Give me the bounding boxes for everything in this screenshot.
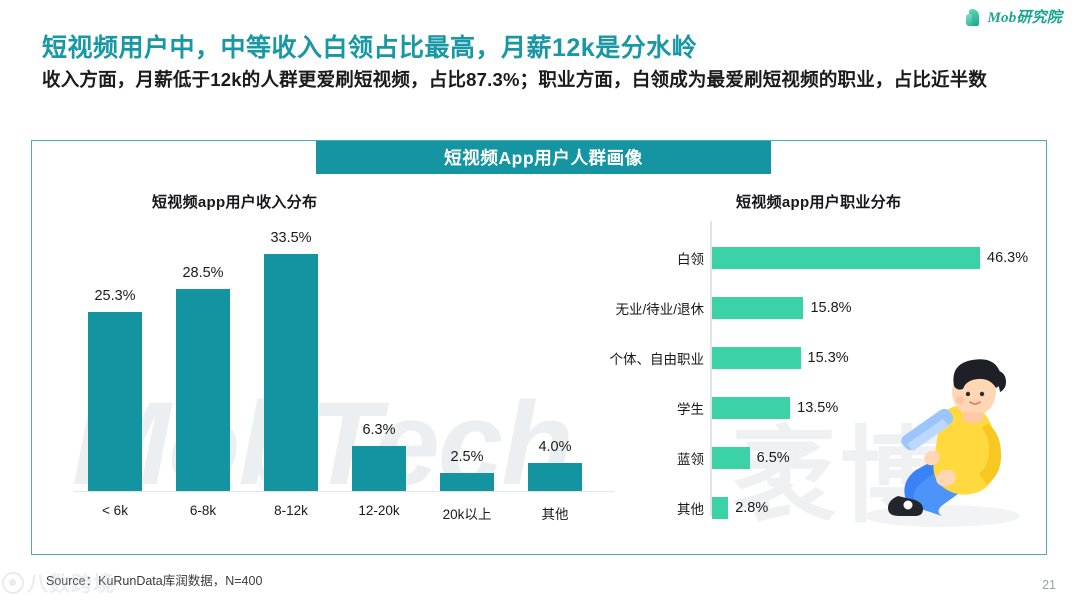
income-bar bbox=[88, 311, 142, 491]
income-bar-value: 33.5% bbox=[270, 229, 312, 246]
occupation-axis-label: 其他 bbox=[677, 502, 704, 517]
page-subtitle: 收入方面，月薪低于12k的人群更爱刷短视频，占比87.3%；职业方面，白领成为最… bbox=[42, 69, 988, 90]
income-bar bbox=[528, 462, 582, 491]
occupation-bar-value: 6.5% bbox=[756, 450, 790, 466]
occupation-bar bbox=[712, 247, 980, 269]
occupation-axis-label: 学生 bbox=[677, 402, 704, 417]
occupation-bar-value: 46.3% bbox=[987, 250, 1029, 266]
person-with-tablet-illustration bbox=[864, 359, 1020, 527]
mob-leaf-icon bbox=[966, 7, 982, 27]
income-bar bbox=[264, 253, 318, 491]
card-banner: 短视频App用户人群画像 bbox=[316, 141, 771, 174]
occupation-bar-value: 13.5% bbox=[797, 400, 839, 416]
page-title: 短视频用户中，中等收入白领占比最高，月薪12k是分水岭 bbox=[42, 34, 698, 62]
income-bar bbox=[352, 446, 406, 491]
occupation-bar-group: 白领 46.3% bbox=[644, 247, 1044, 269]
income-chart: 短视频app用户收入分布 25.3% < 6k 28.5% 6-8k 33.5% 8-12… bbox=[46, 191, 646, 543]
occupation-bar bbox=[712, 297, 804, 319]
watermark-logo-icon bbox=[2, 572, 24, 594]
occupation-bar-group: 学生 13.5% bbox=[644, 397, 1044, 419]
income-bar bbox=[176, 289, 230, 491]
income-bar-value: 6.3% bbox=[362, 422, 396, 439]
occupation-chart-axis bbox=[710, 221, 712, 516]
watermark-corner: 八数跨境 bbox=[2, 568, 115, 598]
income-chart-axis bbox=[74, 491, 614, 492]
brand-logo: Mob研究院 bbox=[966, 6, 1062, 27]
occupation-chart-title: 短视频app用户职业分布 bbox=[736, 194, 902, 211]
watermark-corner-label: 八数跨境 bbox=[27, 573, 115, 596]
income-chart-title: 短视频app用户收入分布 bbox=[152, 194, 318, 211]
income-axis-label: 其他 bbox=[541, 507, 569, 522]
occupation-bar bbox=[712, 347, 801, 369]
page-number: 21 bbox=[1042, 578, 1056, 592]
occupation-bar-value: 2.8% bbox=[735, 500, 769, 516]
income-bar-value: 4.0% bbox=[538, 438, 572, 455]
occupation-bar bbox=[712, 397, 791, 419]
occupation-bar bbox=[712, 497, 729, 519]
income-bar-value: 25.3% bbox=[94, 287, 136, 304]
income-bar-value: 2.5% bbox=[450, 449, 484, 466]
income-axis-label: 20k以上 bbox=[442, 507, 492, 522]
income-axis-label: 8-12k bbox=[274, 503, 308, 518]
occupation-bar-group: 蓝领 6.5% bbox=[644, 447, 1044, 469]
income-bar bbox=[440, 473, 494, 491]
brand-logo-label: Mob研究院 bbox=[987, 10, 1062, 26]
source-note: Source：KuRunData库润数据，N=400 bbox=[46, 574, 263, 588]
occupation-bar-group: 其他 2.8% bbox=[644, 497, 1044, 519]
occupation-axis-label: 蓝领 bbox=[677, 452, 704, 467]
occupation-bar-value: 15.3% bbox=[807, 350, 849, 366]
occupation-bar bbox=[712, 447, 750, 469]
occupation-axis-label: 白领 bbox=[677, 252, 704, 267]
income-axis-label: 12-20k bbox=[358, 503, 400, 518]
occupation-chart: 短视频app用户职业分布 白领 46.3% 无业/待业/退休 15.8% 个体、自由职业… bbox=[610, 191, 1044, 543]
chart-card: MobTech 袤博 短视频App用户人群画像 短视频app用户收入分布 25.… bbox=[31, 140, 1047, 555]
income-axis-label: 6-8k bbox=[189, 503, 217, 518]
income-axis-label: < 6k bbox=[102, 503, 128, 518]
occupation-bar-group: 个体、自由职业 15.3% bbox=[610, 347, 1044, 369]
occupation-bar-value: 15.8% bbox=[810, 300, 852, 316]
occupation-bar-group: 无业/待业/退休 15.8% bbox=[615, 297, 1044, 319]
card-banner-label: 短视频App用户人群画像 bbox=[444, 148, 643, 168]
occupation-axis-label: 个体、自由职业 bbox=[609, 352, 705, 367]
income-bar-value: 28.5% bbox=[182, 265, 224, 282]
occupation-axis-label: 无业/待业/退休 bbox=[615, 302, 704, 317]
